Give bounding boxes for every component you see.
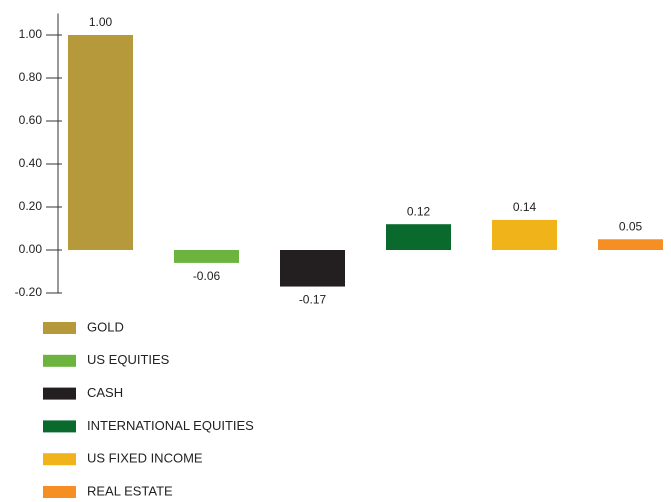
bar <box>68 35 133 250</box>
value-label: 0.05 <box>619 219 643 233</box>
y-tick-label: 0.60 <box>19 113 43 127</box>
legend-swatch <box>43 354 76 367</box>
legend-swatch <box>43 453 76 466</box>
y-tick-label: 1.00 <box>19 27 43 41</box>
bar <box>174 250 239 263</box>
legend-swatch <box>43 486 76 498</box>
bar <box>386 224 451 250</box>
y-tick-label: -0.20 <box>15 285 43 299</box>
legend-text: INTERNATIONAL EQUITIES <box>87 418 254 433</box>
value-label: -0.06 <box>193 269 221 283</box>
value-label: 0.12 <box>407 204 431 218</box>
legend-swatch <box>43 387 76 400</box>
bar <box>492 219 557 250</box>
legend-text: US EQUITIES <box>87 352 170 367</box>
legend-text: REAL ESTATE <box>87 483 173 498</box>
legend-text: US FIXED INCOME <box>87 451 203 466</box>
y-tick-label: 0.80 <box>19 70 43 84</box>
legend-text: GOLD <box>87 319 124 334</box>
bar <box>598 239 663 250</box>
y-tick-label: 0.40 <box>19 156 43 170</box>
legend-swatch <box>43 322 76 334</box>
legend-text: CASH <box>87 385 123 400</box>
value-label: 1.00 <box>89 15 113 29</box>
value-label: -0.17 <box>299 293 327 307</box>
value-label: 0.14 <box>513 200 537 214</box>
bar <box>280 250 345 287</box>
y-tick-label: 0.00 <box>19 242 43 256</box>
legend-swatch <box>43 420 76 433</box>
y-tick-label: 0.20 <box>19 199 43 213</box>
